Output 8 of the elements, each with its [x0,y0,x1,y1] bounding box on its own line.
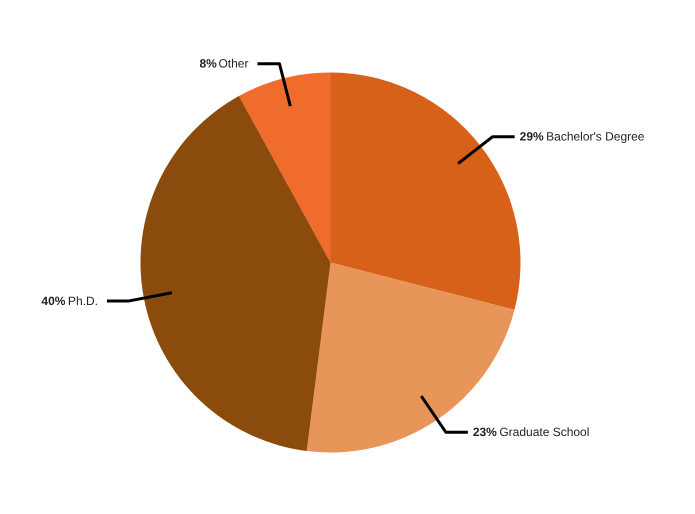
data-label: 8% [199,56,218,71]
data-label: 29% [520,130,544,144]
data-label: 23% [472,425,498,440]
slice-label: Other [218,56,248,71]
data-label: 40% [41,294,66,308]
slice-label: Ph.D. [68,294,98,308]
slice-label: Bachelor's Degree [546,130,645,144]
slice-label: Graduate School [499,425,590,440]
